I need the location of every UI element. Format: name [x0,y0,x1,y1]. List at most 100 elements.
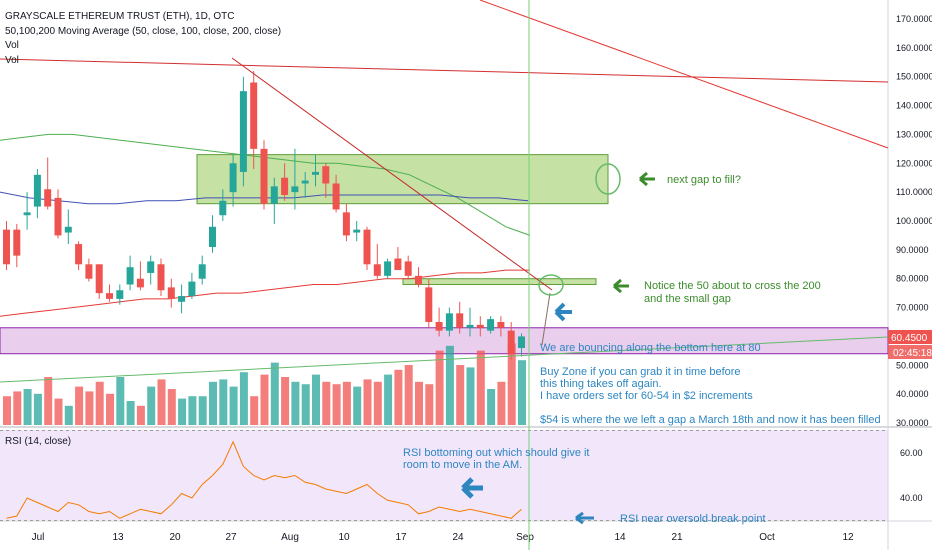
volume-bar [198,396,207,425]
price-tick-label: 100.0000 [896,216,932,226]
candle-body [415,275,422,285]
annotation-rsi[interactable]: room to move in the AM. [403,459,522,471]
candle-body [136,278,144,288]
candle-body [126,267,134,285]
volume-bar [497,381,506,425]
annotation-buy-zone[interactable]: Buy Zone if you can grab it in time befo… [540,366,741,378]
time-tick-label: 27 [225,532,237,543]
volume-bar [126,401,135,425]
annotation-gap-filled[interactable]: $54 is where the we left a gap a March 1… [540,414,881,426]
countdown-badge [888,345,932,359]
volume-bar [239,372,248,425]
candle-body [487,319,495,331]
volume-bar [75,386,84,425]
candle-body [33,174,41,207]
cross-highlight-ellipse[interactable] [538,274,564,296]
volume-bar [363,379,372,425]
annotation-buy-zone[interactable]: this thing takes off again. [540,378,662,390]
volume-bar [342,381,351,425]
time-tick-label: 12 [842,532,854,543]
time-tick-label: 21 [671,532,683,543]
price-tick-label: 130.0000 [896,129,932,139]
gap-highlight-ellipse[interactable] [595,163,621,195]
time-axis-layer: Jul 13 20 27 Aug 10 17 24 Sep 14 21 Oct 12 [32,532,854,543]
time-tick-label: 14 [614,532,626,543]
volume-bar [85,391,94,425]
time-tick-label: Oct [759,532,775,543]
candle-body [260,148,268,204]
arrow-left-green-icon [613,278,629,294]
candle-body [322,166,330,184]
candle-body [332,183,340,210]
volume-bar [353,386,362,425]
candle-body [456,313,464,328]
volume-bar [476,350,485,425]
candle-body [219,200,227,216]
volume-bar [250,396,259,425]
time-tick-label: 20 [169,532,181,543]
volume-bar [167,389,176,425]
gap-zone-upper [196,154,609,205]
volume-bar [507,343,516,425]
trendline-descending-steep[interactable] [231,57,553,291]
volume-bar [291,381,300,425]
volume-bar [157,379,166,425]
buy-zone [0,327,889,355]
candle-body [353,229,361,233]
gap-zone-small [402,278,597,285]
candle-body [44,189,52,207]
price-tick-label: 160.0000 [896,43,932,53]
volume-bar [373,381,382,425]
volume-bar [394,369,403,425]
candle-body [64,226,72,233]
price-tick-label: 30.0000 [896,418,929,428]
annotation-bounce[interactable]: We are bouncing along the bottom here at… [540,342,761,354]
price-tick-label: 140.0000 [896,101,932,111]
price-tick-label: 170.0000 [896,14,932,24]
time-tick-label: 13 [112,532,124,543]
time-tick-label: 24 [452,532,464,543]
volume-bar [456,365,465,425]
candle-body [384,261,392,276]
price-tick-label: 50.0000 [896,360,929,370]
volume-bar [301,384,310,425]
trendline-support-rising[interactable] [0,336,889,383]
price-tick-label: 110.0000 [896,187,932,197]
candle-body [373,264,381,276]
annotation-gap-to-fill[interactable]: next gap to fill? [667,174,741,186]
volume-bar [384,374,393,425]
volume-bar [116,377,125,425]
arrow-left-blue-icon [461,477,483,499]
trendline-horizontal-top[interactable] [0,58,889,83]
connector-line[interactable] [541,292,551,346]
volume-layer [3,343,526,425]
candle-body [23,212,31,216]
annotation-cross[interactable]: and the small gap [644,293,731,305]
price-tick-label: 150.0000 [896,72,932,82]
candle-body [116,290,124,299]
candle-body [507,330,515,354]
candle-body [3,229,10,265]
candle-body [291,186,299,193]
annotation-oversold[interactable]: RSI near oversold break point [620,513,766,525]
price-axis-layer: 170.0000 160.0000 150.0000 140.0000 130.0000… [896,14,932,503]
candle-body [394,258,402,271]
annotation-cross[interactable]: Notice the 50 about to cross the 200 [644,280,821,292]
volume-bar [415,381,423,425]
last-price-value: 60.4500 [891,333,928,344]
candle-body [147,261,155,273]
price-tick-label: 120.0000 [896,158,932,168]
trendline-descending-long[interactable] [479,0,889,149]
volume-bar [188,396,197,425]
annotation-buy-zone[interactable]: I have orders set for 60-54 in $2 increm… [540,390,753,402]
volume-bar [518,360,526,425]
candle-body [167,287,175,299]
candle-body [518,336,525,348]
candle-body [157,264,165,291]
annotation-rsi[interactable]: RSI bottoming out which should give it [403,447,590,459]
volume-bar [404,365,413,425]
volume-bar [270,362,279,425]
volume-bar [64,405,73,425]
